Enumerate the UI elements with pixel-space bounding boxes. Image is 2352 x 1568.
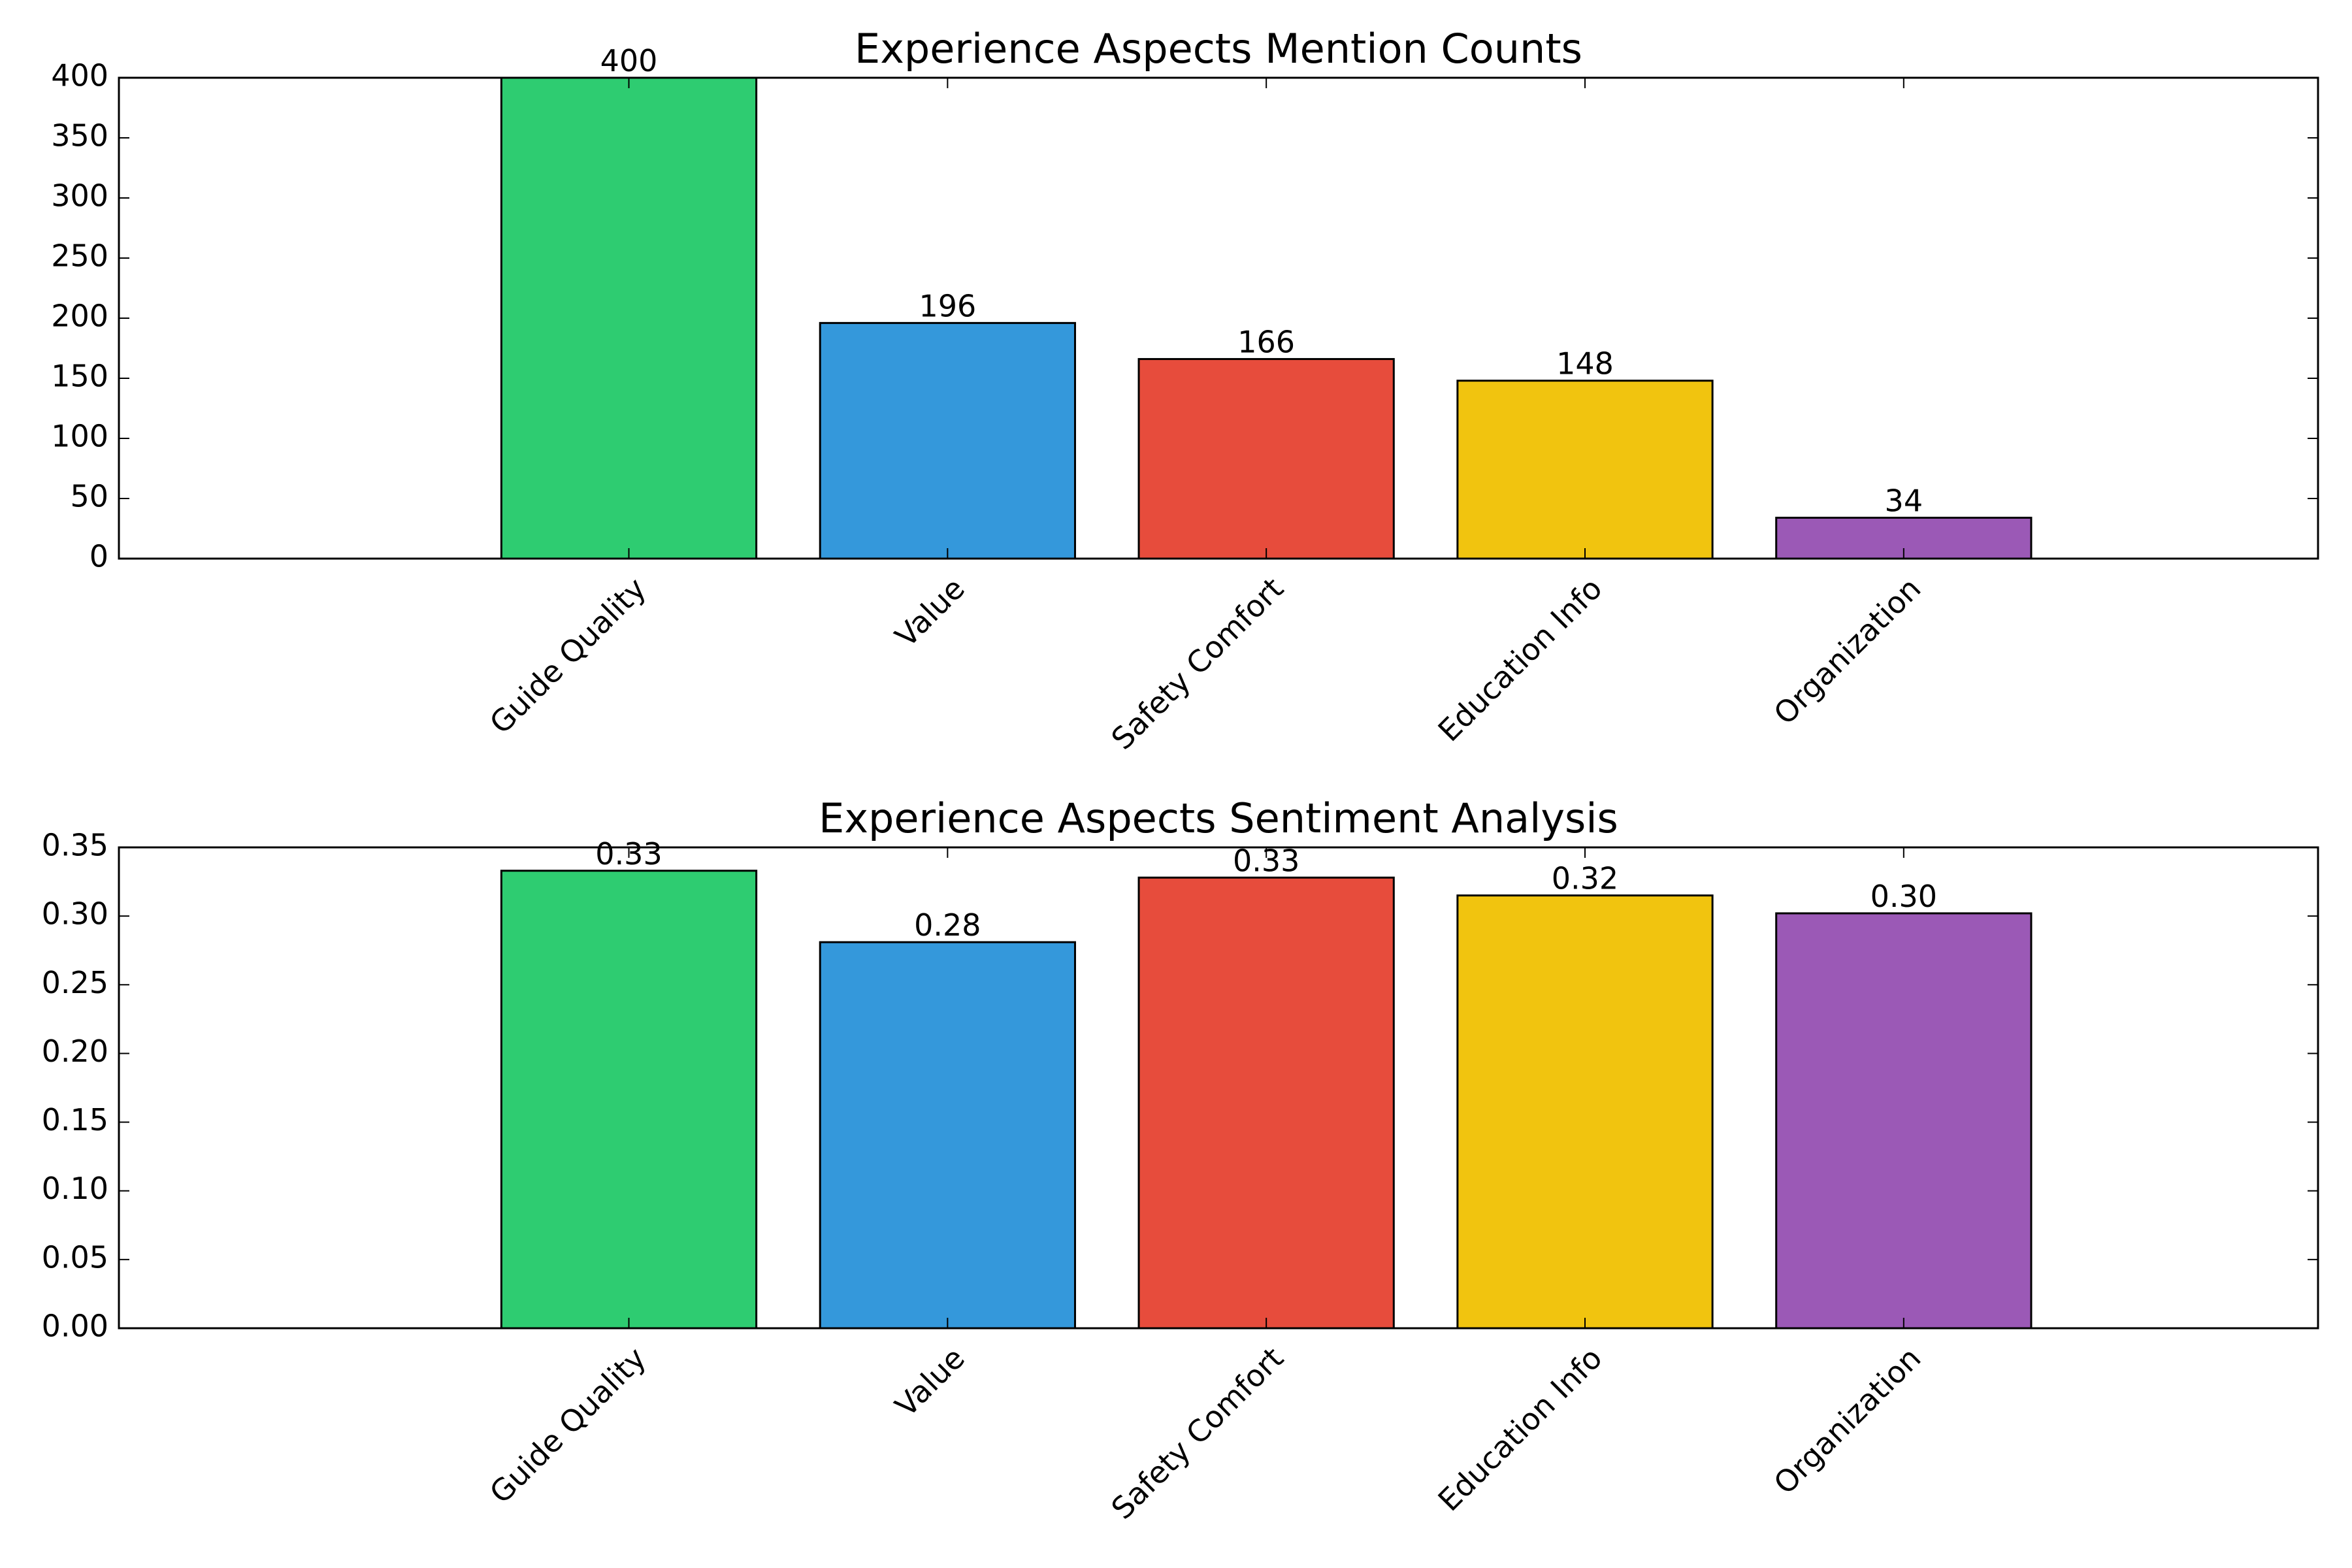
bar-education-info [1456,894,1714,1330]
bar-guide-quality [500,870,758,1330]
y-tick-label: 300 [51,178,108,214]
value-label-value: 0.28 [914,907,981,943]
y-tick-labels: 0.00 0.05 0.10 0.15 0.20 0.25 0.30 0.35 [42,828,108,1344]
bar-value [819,321,1076,560]
y-tick-label: 0 [90,539,108,574]
chart-title: Experience Aspects Mention Counts [855,25,1582,73]
y-tick-label: 0.00 [42,1309,108,1344]
bar-value [819,941,1076,1330]
y-tick-label: 0.20 [42,1034,108,1069]
bar-group [500,76,2033,560]
y-tick-label: 400 [51,58,108,93]
y-tick-label: 50 [70,479,108,514]
value-label-education-info: 0.32 [1552,861,1618,896]
bar-safety-comfort [1137,876,1395,1330]
chart-title: Experience Aspects Sentiment Analysis [819,794,1618,842]
y-tick-label: 0.35 [42,828,108,863]
value-label-group: 0.330.280.330.320.30 [595,836,1937,943]
y-tick-label: 0.15 [42,1102,108,1137]
bar-organization [1775,912,2033,1330]
tick-group [119,847,2318,1329]
value-label-value: 196 [919,288,976,323]
bar-safety-comfort [1137,358,1395,560]
value-label-safety-comfort: 166 [1237,325,1295,360]
value-label-organization: 0.30 [1870,879,1937,914]
chart-sentiment-analysis: Experience Aspects Sentiment Analysis 0.… [42,794,2319,1526]
value-label-group: 400 196 166 148 34 [600,43,1923,518]
value-label-guide-quality: 400 [600,43,658,78]
y-tick-label: 250 [51,238,108,274]
y-tick-label: 0.25 [42,965,108,1000]
bar-education-info [1456,380,1714,560]
plot-frame [118,846,2319,1330]
y-tick-label: 100 [51,419,108,454]
tick-group [119,77,2318,559]
bar-group [500,870,2033,1330]
y-tick-label: 0.10 [42,1171,108,1206]
value-label-education-info: 148 [1556,346,1614,382]
bar-guide-quality [500,76,758,560]
y-tick-label: 200 [51,299,108,334]
value-label-organization: 34 [1885,483,1923,518]
y-tick-label: 350 [51,118,108,154]
y-tick-label: 150 [51,359,108,394]
y-tick-labels: 0 50 100 150 200 250 300 350 400 [51,58,108,574]
y-tick-label: 0.05 [42,1239,108,1275]
y-tick-label: 0.30 [42,896,108,932]
